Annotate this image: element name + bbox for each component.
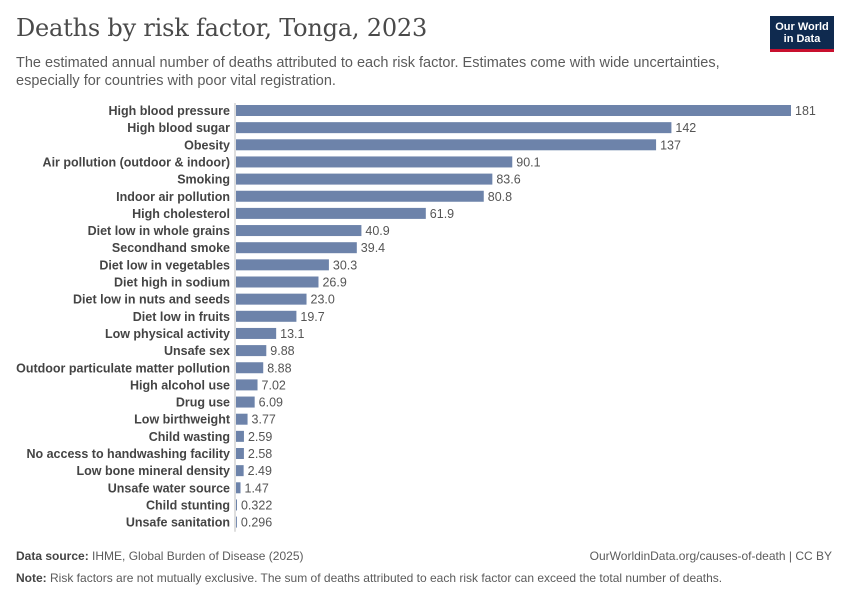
category-label: No access to handwashing facility <box>26 447 230 461</box>
category-label: Unsafe sex <box>164 344 230 358</box>
bar[interactable] <box>236 207 426 219</box>
source-link[interactable]: OurWorldinData.org/causes-of-death | CC … <box>589 549 832 563</box>
bar[interactable] <box>236 276 319 288</box>
bar[interactable] <box>236 516 237 528</box>
category-label: Low birthweight <box>134 413 231 427</box>
category-label: Child stunting <box>146 498 230 512</box>
category-label: Drug use <box>176 396 230 410</box>
category-label: Unsafe water source <box>108 481 230 495</box>
bar[interactable] <box>236 448 244 459</box>
note-text: Risk factors are not mutually exclusive.… <box>50 571 723 585</box>
value-label: 0.322 <box>241 498 272 512</box>
value-label: 9.88 <box>270 344 294 358</box>
logo-line-2: in Data <box>783 32 821 45</box>
bar[interactable] <box>236 482 241 494</box>
category-label: Low bone mineral density <box>77 464 231 478</box>
data-source-label: Data source: <box>16 549 89 563</box>
value-label: 137 <box>660 138 681 152</box>
category-label: High blood sugar <box>127 121 230 135</box>
bar[interactable] <box>236 345 267 357</box>
value-label: 40.9 <box>365 224 389 238</box>
bar[interactable] <box>236 105 791 116</box>
bar[interactable] <box>236 139 657 151</box>
chart-note: Note: Risk factors are not mutually excl… <box>16 571 722 585</box>
category-label: Smoking <box>177 173 230 187</box>
bar-chart: High blood pressure 181 High blood sugar 14… <box>16 103 816 532</box>
value-label: 90.1 <box>516 155 540 169</box>
logo-line-1: Our World <box>775 20 829 33</box>
value-label: 83.6 <box>496 173 520 187</box>
value-label: 8.88 <box>267 361 291 375</box>
value-label: 181 <box>795 104 816 118</box>
category-label: Unsafe sanitation <box>126 516 230 530</box>
bar[interactable] <box>236 173 493 185</box>
value-label: 142 <box>675 121 696 135</box>
bar[interactable] <box>236 242 357 254</box>
bar[interactable] <box>236 310 297 322</box>
category-label: Diet low in whole grains <box>88 224 230 238</box>
bar[interactable] <box>236 156 513 168</box>
bar[interactable] <box>236 413 248 425</box>
category-label: Indoor air pollution <box>116 190 230 204</box>
bar[interactable] <box>236 499 237 511</box>
category-label: Obesity <box>184 138 230 152</box>
category-label: Diet high in sodium <box>114 276 230 290</box>
bar[interactable] <box>236 465 244 477</box>
data-source-text: IHME, Global Burden of Disease (2025) <box>92 549 304 563</box>
note-label: Note: <box>16 571 47 585</box>
category-label: Child wasting <box>149 430 230 444</box>
value-label: 39.4 <box>361 241 385 255</box>
bar[interactable] <box>236 225 362 237</box>
data-source: Data source: IHME, Global Burden of Dise… <box>16 549 303 563</box>
chart-title: Deaths by risk factor, Tonga, 2023 <box>16 14 428 42</box>
category-label: High alcohol use <box>130 378 230 392</box>
value-label: 26.9 <box>322 276 346 290</box>
chart-subtitle: The estimated annual number of deaths at… <box>16 55 720 89</box>
value-label: 19.7 <box>300 310 324 324</box>
bar[interactable] <box>236 362 264 374</box>
category-label: Diet low in nuts and seeds <box>73 293 230 307</box>
value-label: 23.0 <box>311 293 335 307</box>
value-label: 2.49 <box>248 464 272 478</box>
value-label: 3.77 <box>252 413 276 427</box>
category-label: Air pollution (outdoor & indoor) <box>43 155 230 169</box>
category-label: Diet low in vegetables <box>99 258 230 272</box>
category-label: High cholesterol <box>132 207 230 221</box>
value-label: 2.58 <box>248 447 272 461</box>
category-label: Secondhand smoke <box>112 241 230 255</box>
value-label: 2.59 <box>248 430 272 444</box>
owid-logo[interactable]: Our World in Data <box>770 16 834 52</box>
logo-text: Our World in Data <box>772 21 832 45</box>
category-label: Diet low in fruits <box>133 310 230 324</box>
bar[interactable] <box>236 259 329 271</box>
value-label: 1.47 <box>245 481 269 495</box>
category-label: High blood pressure <box>108 104 230 118</box>
value-label: 7.02 <box>262 378 286 392</box>
value-label: 30.3 <box>333 258 357 272</box>
category-label: Low physical activity <box>105 327 230 341</box>
value-label: 61.9 <box>430 207 454 221</box>
value-label: 0.296 <box>241 516 272 530</box>
bar[interactable] <box>236 396 255 408</box>
bar[interactable] <box>236 430 244 442</box>
bar[interactable] <box>236 379 258 391</box>
value-label: 6.09 <box>259 396 283 410</box>
bar[interactable] <box>236 327 277 339</box>
bar[interactable] <box>236 190 484 202</box>
value-label: 13.1 <box>280 327 304 341</box>
category-label: Outdoor particulate matter pollution <box>16 361 230 375</box>
bar[interactable] <box>236 293 307 305</box>
value-label: 80.8 <box>488 190 512 204</box>
bar[interactable] <box>236 122 672 134</box>
